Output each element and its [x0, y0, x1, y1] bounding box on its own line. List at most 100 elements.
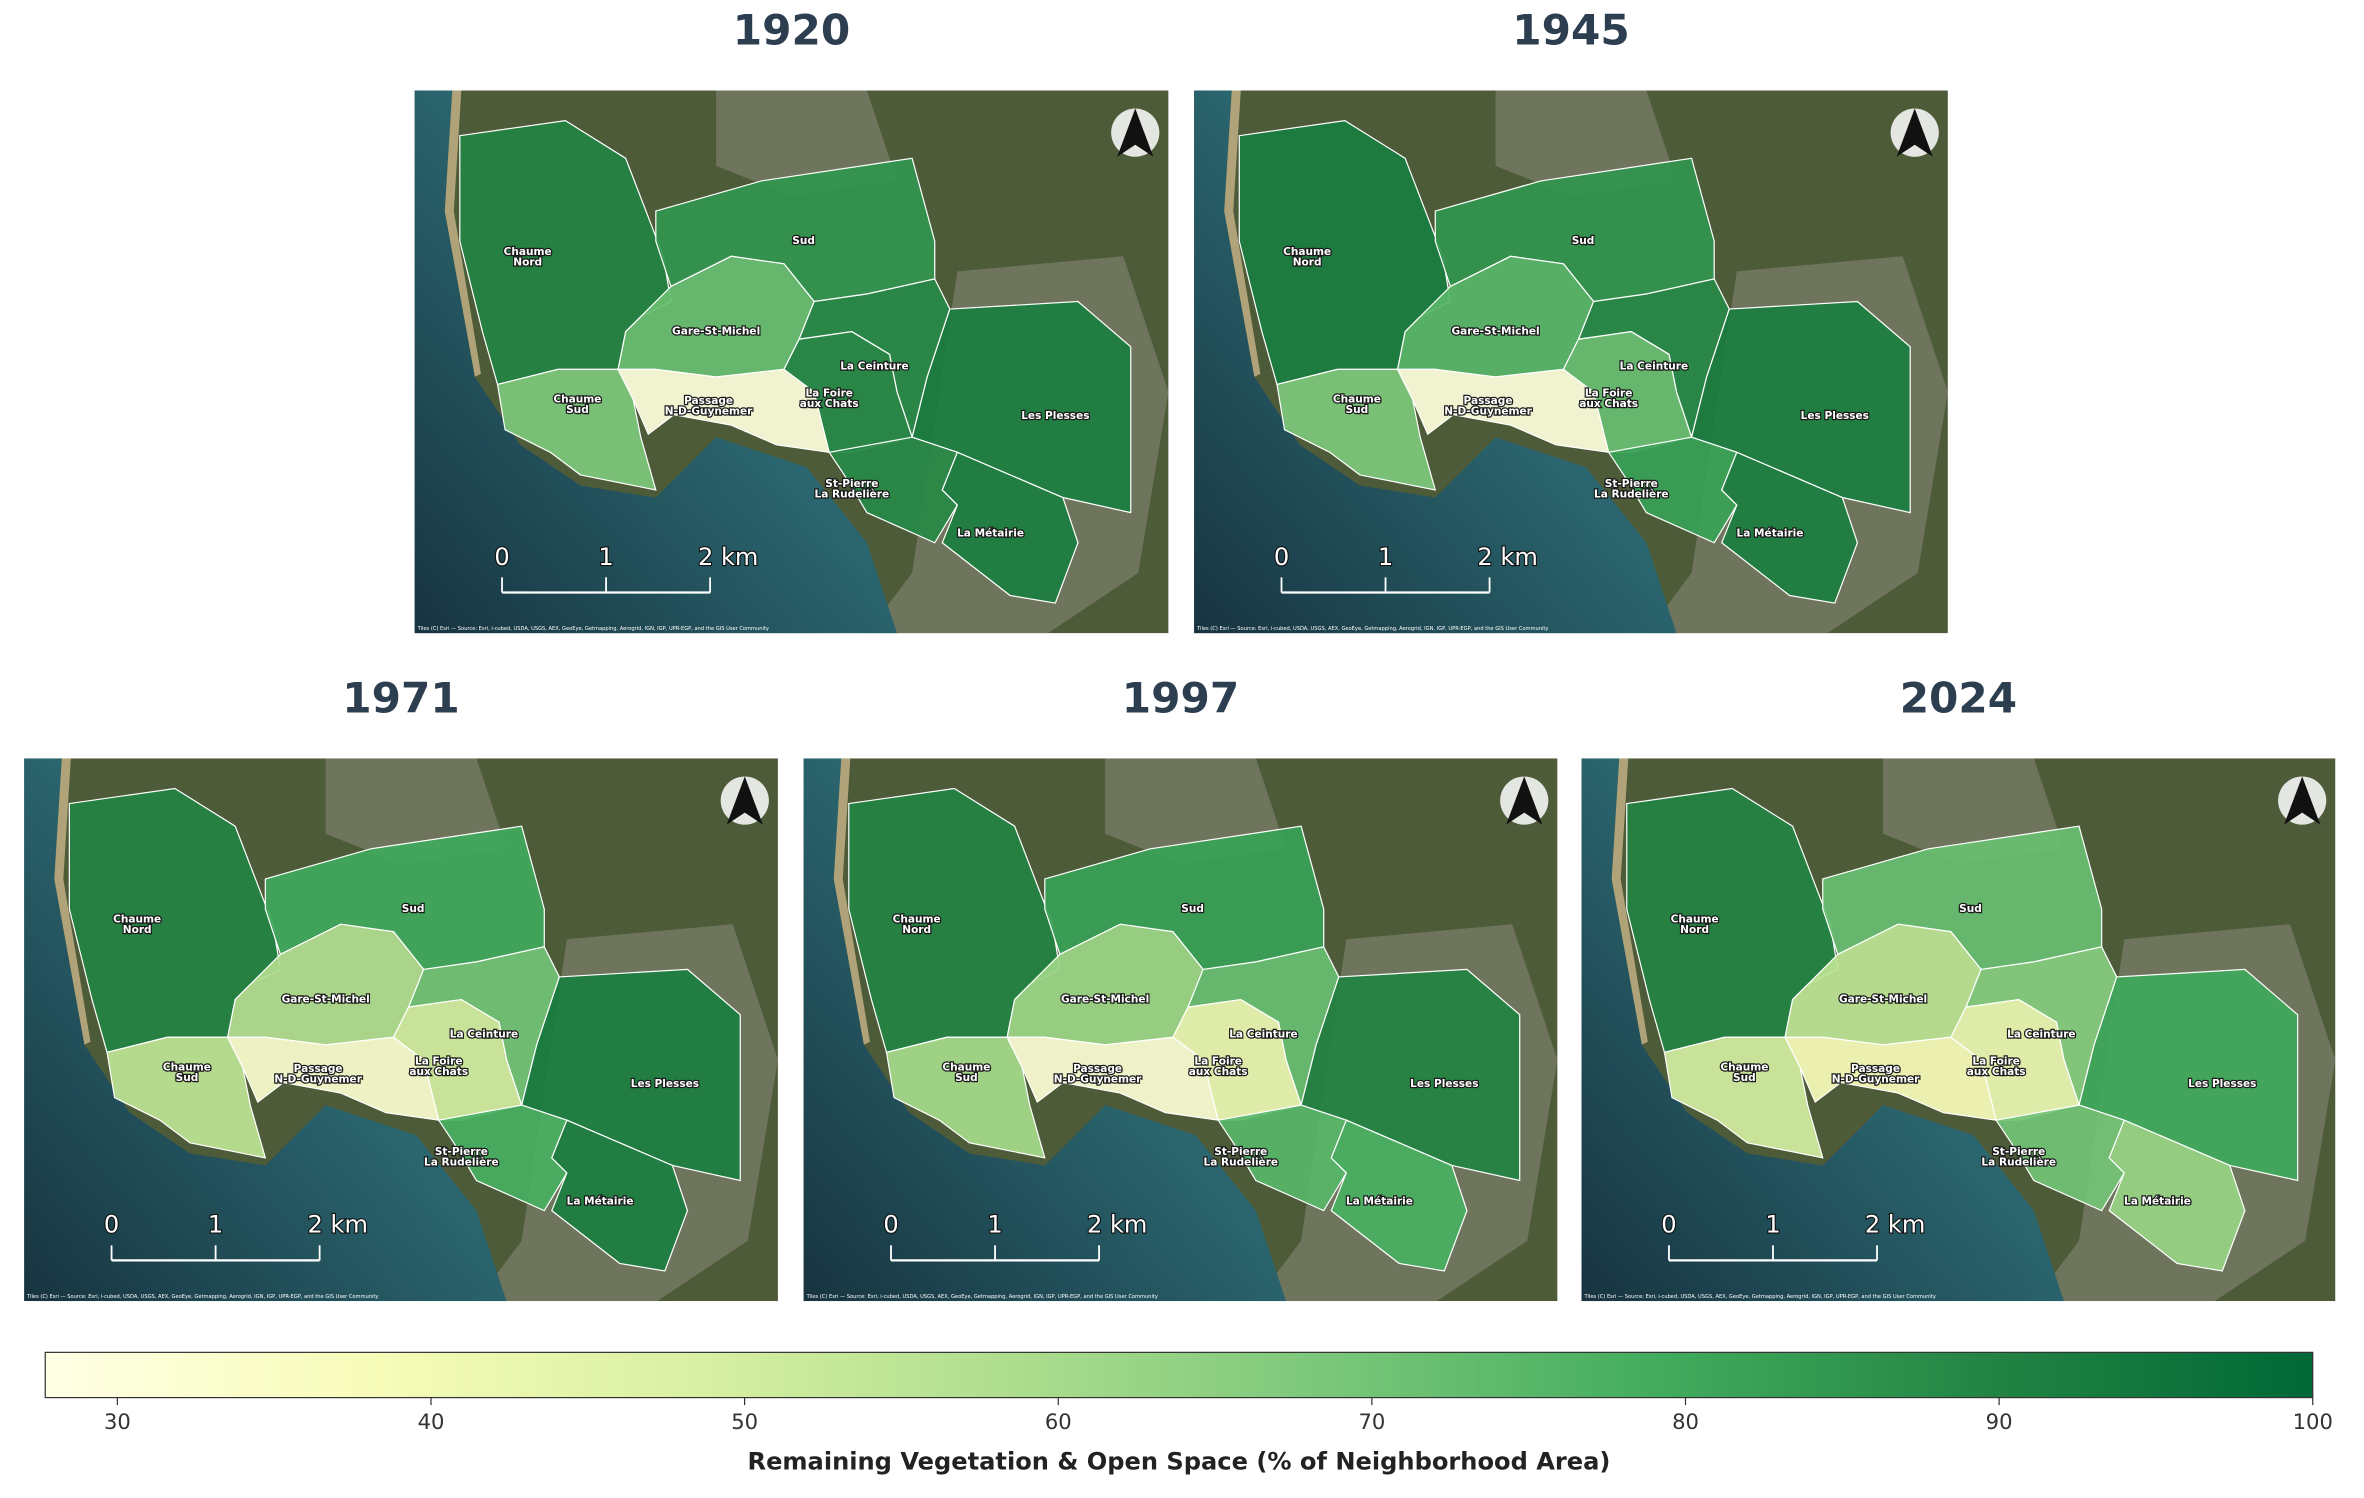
region-label: Chaume Sud [163, 1061, 211, 1084]
region-label-line: La Foire [1194, 1055, 1242, 1067]
region-label: Sud [1959, 903, 1982, 915]
neighborhood [1663, 1036, 1824, 1159]
region-label-line: aux Chats [409, 1066, 468, 1078]
neighborhood [496, 368, 657, 491]
region-label-line: La Métairie [1737, 528, 1804, 540]
colorbar-tick-label: 80 [1672, 1409, 1699, 1434]
region-label-line: Gare-St-Michel [1839, 994, 1927, 1006]
region-label-line: Passage [1073, 1063, 1122, 1075]
region-label-line: La Rudelière [1204, 1156, 1279, 1168]
region-label: Chaume Sud [1720, 1061, 1768, 1084]
region-label-line: Nord [1293, 256, 1322, 268]
region-label: Chaume Nord [1671, 914, 1719, 937]
scale-label: 0 [1661, 1211, 1676, 1239]
region-label-line: Les Plesses [631, 1078, 699, 1090]
attribution: Tiles (C) Esri — Source: Esri, i-cubed, … [1584, 1294, 1936, 1300]
neighborhood [1006, 1036, 1219, 1121]
region-label: Sud [792, 235, 815, 247]
region-label-line: La Métairie [957, 528, 1024, 540]
region-label-line: Chaume [1720, 1061, 1768, 1073]
neighborhood [1172, 998, 1302, 1121]
region-label-line: La Métairie [2124, 1196, 2191, 1208]
neighborhood [1721, 451, 1859, 604]
region-label-line: Chaume [553, 394, 601, 406]
region-label-line: St-Pierre [1992, 1146, 2045, 1158]
region-label-line: Gare-St-Michel [282, 994, 370, 1006]
scale-label: 1 [987, 1211, 1002, 1239]
region-label-line: Gare-St-Michel [1452, 326, 1540, 338]
panel-title: 2024 [1900, 674, 2017, 723]
region-label: La Ceinture [1620, 360, 1688, 372]
scale-label: 2 km [698, 543, 758, 571]
sea [1581, 758, 2064, 1302]
region-label-line: La Rudelière [1594, 489, 1669, 501]
region-label: Passage N-D-Guynemer [665, 395, 753, 418]
region-label: Gare-St-Michel [282, 994, 370, 1006]
region-label: La Ceinture [450, 1028, 518, 1040]
region-label: Gare-St-Michel [1452, 326, 1540, 338]
region-label: La Foire aux Chats [1967, 1055, 2026, 1078]
region-label-line: Nord [123, 924, 152, 936]
region-label-line: La Métairie [567, 1196, 634, 1208]
region-label-line: aux Chats [800, 398, 859, 410]
neighborhood [941, 451, 1079, 604]
region-label: St-Pierre La Rudelière [815, 478, 890, 501]
neighborhood [1396, 368, 1610, 454]
region-label-line: St-Pierre [1214, 1146, 1267, 1158]
region-label-line: aux Chats [1579, 398, 1638, 410]
region-label-line: La Ceinture [1229, 1028, 1297, 1040]
region-label: Gare-St-Michel [1061, 994, 1149, 1006]
region-label-line: Gare-St-Michel [1061, 994, 1149, 1006]
region-label: La Métairie [1737, 528, 1804, 540]
region-label-line: Sud [176, 1072, 199, 1084]
region-label: St-Pierre La Rudelière [1981, 1146, 2056, 1169]
region-label-line: Sud [792, 235, 815, 247]
region-label-line: Passage [684, 395, 733, 407]
region-label-line: Sud [1181, 903, 1204, 915]
region-label: Les Plesses [1410, 1078, 1478, 1090]
region-label-line: La Ceinture [450, 1028, 518, 1040]
region-label-line: Chaume [893, 914, 941, 926]
scale-label: 0 [494, 543, 509, 571]
region-label: St-Pierre La Rudelière [424, 1146, 499, 1169]
colorbar-tick-label: 50 [731, 1409, 758, 1434]
attribution: Tiles (C) Esri — Source: Esri, i-cubed, … [806, 1294, 1158, 1300]
attribution: Tiles (C) Esri — Source: Esri, i-cubed, … [1196, 626, 1548, 632]
region-label: Les Plesses [631, 1078, 699, 1090]
region-label-line: N-D-Guynemer [1832, 1073, 1920, 1085]
colorbar [44, 1351, 2314, 1399]
region-label-line: Chaume [942, 1061, 990, 1073]
region-label: La Métairie [957, 528, 1024, 540]
scale-label: 2 km [1477, 543, 1537, 571]
neighborhood [551, 1119, 689, 1272]
region-label-line: Sud [1733, 1072, 1756, 1084]
panel-title: 1997 [1122, 674, 1239, 723]
region-label-line: Les Plesses [1021, 410, 1089, 422]
region-label-line: Chaume [113, 914, 161, 926]
beach [444, 90, 481, 377]
region-label-line: Passage [1851, 1063, 1900, 1075]
region-label: Sud [402, 903, 425, 915]
neighborhood [617, 368, 831, 454]
scale-label: 1 [1765, 1211, 1780, 1239]
north-arrow [2284, 776, 2321, 825]
region-label-line: La Ceinture [2007, 1028, 2075, 1040]
neighborhood [1562, 331, 1693, 453]
region-label: Passage N-D-Guynemer [274, 1063, 362, 1086]
region-label: Gare-St-Michel [672, 326, 760, 338]
region-label-line: Chaume [163, 1061, 211, 1073]
north-arrow [726, 776, 763, 825]
region-label-line: Nord [513, 256, 542, 268]
region-label-line: St-Pierre [1605, 478, 1658, 490]
sea [414, 90, 898, 634]
region-label-line: N-D-Guynemer [665, 406, 753, 418]
region-label-line: Nord [1680, 924, 1709, 936]
sea [1194, 90, 1677, 634]
region-label: Chaume Nord [113, 914, 161, 937]
region-label: La Ceinture [2007, 1028, 2075, 1040]
